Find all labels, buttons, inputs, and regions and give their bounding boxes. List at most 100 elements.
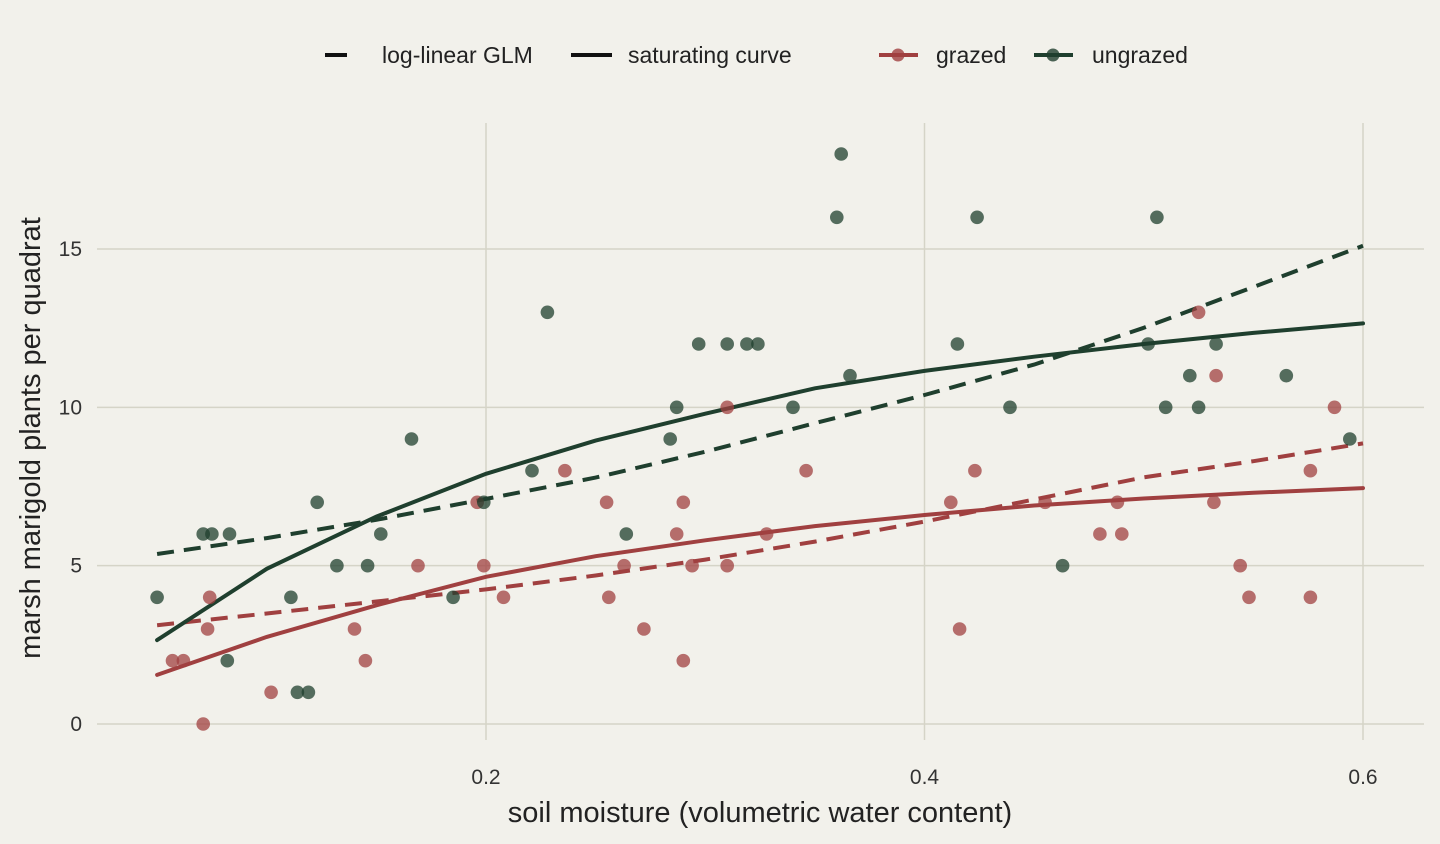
ungrazed-glm-curve [156, 243, 1364, 556]
ungrazed-point [786, 400, 800, 415]
legend-ungrazed-marker [1046, 48, 1060, 62]
ungrazed-point [751, 337, 765, 351]
ungrazed-point [477, 495, 491, 510]
data-points [150, 147, 1357, 731]
grazed-point [720, 400, 734, 415]
ungrazed-saturating-curve [155, 321, 1365, 643]
ungrazed-point [1279, 368, 1294, 383]
x-axis-title: soil moisture (volumetric water content) [508, 797, 1012, 829]
ungrazed-point [301, 685, 316, 700]
grazed-point [165, 653, 180, 668]
grazed-point [1327, 400, 1342, 415]
ungrazed-point [290, 685, 305, 700]
ungrazed-point [1055, 558, 1070, 573]
ungrazed-point [205, 527, 219, 541]
y-axis-title: marsh marigold plants per quadrat [15, 217, 47, 659]
ungrazed-point [150, 590, 164, 605]
y-tick-label: 0 [70, 713, 82, 736]
fitted-curves [155, 243, 1365, 677]
x-tick-label: 0.6 [1348, 766, 1377, 789]
grazed-saturating-curve [155, 486, 1365, 677]
ungrazed-point [720, 337, 734, 351]
grazed-point [477, 558, 491, 573]
grazed-point [720, 558, 734, 573]
ungrazed-point [669, 400, 684, 415]
ungrazed-point [970, 210, 984, 225]
ungrazed-point [830, 210, 844, 225]
grazed-point [200, 622, 215, 636]
legend-label-grazed: grazed [936, 42, 1006, 68]
ungrazed-point [360, 558, 375, 573]
ungrazed-point [1209, 337, 1223, 351]
ungrazed-point [1158, 400, 1173, 415]
y-tick-label: 10 [59, 396, 82, 419]
grazed-point [759, 527, 774, 541]
ungrazed-point [404, 432, 419, 446]
ungrazed-point [374, 527, 388, 541]
grazed-point [637, 622, 651, 636]
grazed-point [558, 463, 572, 478]
ungrazed-point [1183, 368, 1197, 383]
ungrazed-point [540, 305, 555, 320]
axes: 0.2 0.4 0.6 0 5 10 15 [59, 238, 1378, 789]
ungrazed-point [619, 527, 634, 541]
ungrazed-point [1141, 337, 1155, 351]
grazed-point [676, 653, 691, 668]
grazed-point [196, 717, 210, 731]
y-tick-label: 5 [70, 555, 82, 578]
ungrazed-point [663, 432, 677, 446]
grazed-point [264, 685, 278, 700]
grazed-point [952, 622, 967, 636]
grazed-point [1303, 463, 1318, 478]
grazed-point [676, 495, 691, 510]
x-tick-label: 0.2 [471, 766, 500, 789]
ungrazed-point [950, 337, 965, 351]
grazed-point [347, 622, 362, 636]
ungrazed-point [691, 337, 706, 351]
grazed-point [599, 495, 614, 510]
ungrazed-point [1003, 400, 1017, 415]
grazed-point [944, 495, 958, 510]
grazed-point [1233, 558, 1247, 573]
grazed-point [1191, 305, 1206, 320]
x-tick-label: 0.4 [910, 766, 940, 789]
grazed-point [799, 463, 813, 478]
y-tick-label: 15 [59, 238, 82, 261]
grazed-point [1110, 495, 1125, 510]
grazed-point [411, 558, 425, 573]
grazed-point [1242, 590, 1256, 605]
grazed-point [202, 590, 217, 605]
ungrazed-point [284, 590, 298, 605]
ungrazed-point [1150, 210, 1164, 225]
grazed-point [669, 527, 684, 541]
ungrazed-point [843, 368, 857, 383]
ungrazed-point [330, 558, 344, 573]
grazed-point [1115, 527, 1129, 541]
ungrazed-point [446, 590, 460, 605]
legend-grazed-marker [891, 48, 905, 62]
grazed-point [685, 558, 699, 573]
grid [97, 123, 1424, 740]
ungrazed-point [834, 147, 848, 161]
grazed-glm-curve [156, 441, 1364, 628]
ungrazed-point [220, 653, 235, 668]
ungrazed-point [222, 527, 237, 541]
grazed-point [358, 653, 373, 668]
legend-label-glm: log-linear GLM [382, 42, 533, 68]
legend-label-saturating: saturating curve [628, 42, 792, 68]
grazed-point [176, 653, 191, 668]
grazed-point [1093, 527, 1107, 541]
ungrazed-point [740, 337, 754, 351]
grazed-point [602, 590, 616, 605]
grazed-point [496, 590, 511, 605]
legend: log-linear GLM saturating curve grazed u… [325, 42, 1188, 68]
legend-label-ungrazed: ungrazed [1092, 42, 1188, 68]
ungrazed-point [1343, 432, 1357, 446]
ungrazed-point [1191, 400, 1206, 415]
grazed-point [1038, 495, 1052, 510]
grazed-point [617, 558, 631, 573]
ungrazed-point [525, 463, 539, 478]
grazed-point [1207, 495, 1221, 510]
